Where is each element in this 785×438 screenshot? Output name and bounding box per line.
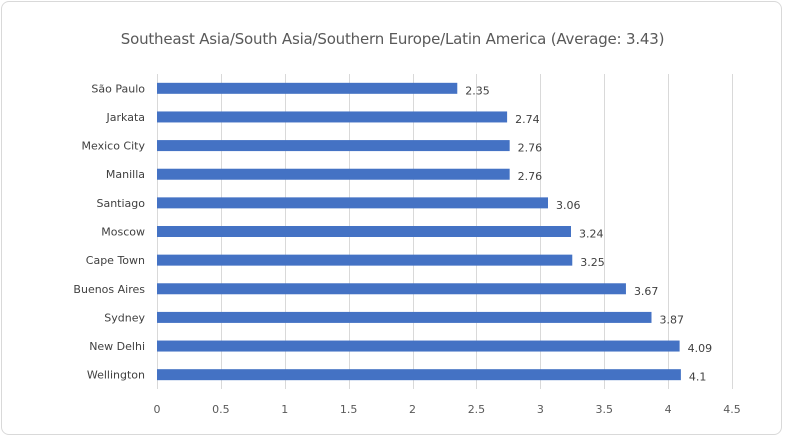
category-label: Mexico City: [82, 140, 146, 153]
category-labels: São Paulo Jarkata Mexico City Manilla Santia…: [73, 82, 145, 381]
data-label: 2.74: [515, 113, 540, 126]
bar: [157, 197, 548, 209]
data-labels: 2.35 2.74 2.76 2.76 3.06 3.24 3.25 3.67 3.87 4.09…: [465, 84, 712, 383]
bars: [157, 82, 681, 381]
x-tick-label: 4.5: [723, 403, 741, 416]
x-tick-label: 4: [665, 403, 672, 416]
chart-title: Southeast Asia/South Asia/Southern Europ…: [120, 30, 665, 48]
bar: [157, 311, 652, 323]
category-label: Wellington: [87, 369, 145, 382]
data-label: 3.25: [580, 256, 605, 269]
bar: [157, 254, 573, 266]
category-label: New Delhi: [89, 340, 145, 353]
data-label: 3.87: [660, 313, 685, 326]
bar: [157, 140, 510, 152]
category-label: Jarkata: [106, 111, 145, 124]
bar: [157, 226, 571, 237]
data-label: 3.67: [634, 285, 659, 298]
x-tick-label: 3.5: [595, 403, 613, 416]
x-tick-label: 2: [409, 403, 416, 416]
data-label: 2.35: [465, 84, 490, 97]
bar: [157, 111, 508, 123]
bar: [157, 168, 510, 180]
bar: [157, 82, 458, 94]
data-label: 4.1: [689, 371, 707, 384]
x-tick-label: 3: [537, 403, 544, 416]
data-label: 3.24: [579, 228, 604, 241]
data-label: 2.76: [518, 170, 543, 183]
bar: [157, 283, 626, 295]
data-label: 3.06: [556, 199, 581, 212]
x-tick-label: 0: [154, 403, 161, 416]
bar: [157, 340, 680, 352]
category-label: Moscow: [101, 226, 145, 239]
x-tick-label: 1.5: [340, 403, 358, 416]
data-label: 2.76: [518, 142, 543, 155]
category-label: Manilla: [106, 168, 145, 181]
category-label: Buenos Aires: [73, 283, 145, 296]
x-tick-label: 0.5: [212, 403, 230, 416]
data-label: 4.09: [688, 342, 713, 355]
x-axis-tick-labels: 0 0.5 1 1.5 2 2.5 3 3.5 4 4.5: [154, 403, 741, 416]
category-label: Sydney: [104, 311, 145, 324]
x-tick-label: 2.5: [468, 403, 486, 416]
category-label: São Paulo: [91, 82, 145, 95]
bar: [157, 369, 681, 381]
category-label: Santiago: [96, 197, 145, 210]
category-label: Cape Town: [86, 254, 145, 267]
x-tick-label: 1: [281, 403, 288, 416]
